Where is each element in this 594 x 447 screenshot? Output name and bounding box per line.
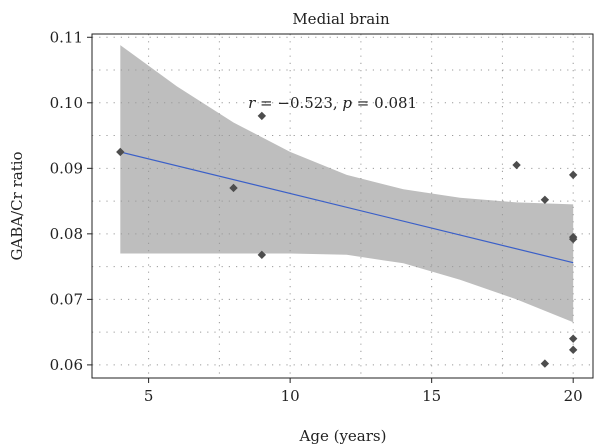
x-axis-label: Age (years) xyxy=(299,427,387,445)
y-tick-label: 0.07 xyxy=(50,290,83,308)
data-point xyxy=(116,147,125,157)
y-tick-label: 0.08 xyxy=(50,225,83,243)
data-point xyxy=(568,234,578,244)
data-point xyxy=(512,160,521,170)
fit-line-layer xyxy=(120,151,574,264)
data-point xyxy=(257,111,267,121)
chart-title: Medial brain xyxy=(292,10,390,28)
p-symbol: p xyxy=(342,94,352,112)
axis-ticks-layer: 5 10 15 20 0.06 0.07 0.08 0.09 0.10 0.11 xyxy=(50,28,583,405)
x-tick-label: 15 xyxy=(422,387,441,405)
p-value: = 0.081 xyxy=(352,94,417,112)
data-point xyxy=(568,334,578,343)
y-axis-label: GABA/Cr ratio xyxy=(8,151,26,260)
confidence-band xyxy=(120,45,574,323)
data-point xyxy=(229,183,238,193)
regression-line xyxy=(120,151,574,264)
y-tick-label: 0.06 xyxy=(50,356,83,374)
x-tick-label: 20 xyxy=(564,387,583,405)
data-point xyxy=(568,345,578,355)
data-points-layer xyxy=(116,111,578,368)
y-tick-label: 0.10 xyxy=(50,94,83,112)
confidence-band-layer xyxy=(120,45,574,323)
r-symbol: r xyxy=(248,94,256,112)
stats-annotation: r = −0.523, p = 0.081 xyxy=(248,94,417,112)
x-tick-label: 5 xyxy=(144,387,154,405)
y-tick-label: 0.09 xyxy=(50,159,83,177)
data-point xyxy=(540,359,550,368)
data-point xyxy=(568,170,578,180)
y-tick-label: 0.11 xyxy=(50,28,83,46)
x-tick-label: 10 xyxy=(281,387,300,405)
data-point xyxy=(257,250,267,260)
data-point xyxy=(540,195,550,204)
r-value: = −0.523, xyxy=(255,94,342,112)
plot-frame xyxy=(91,33,594,379)
